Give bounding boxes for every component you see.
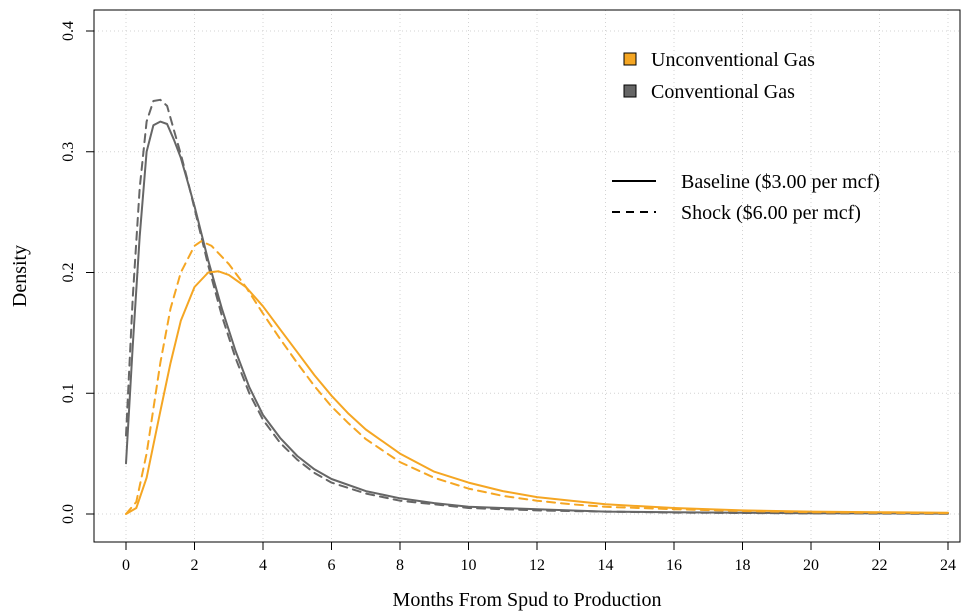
x-tick-label: 8 — [396, 557, 404, 574]
y-tick-label: 0.3 — [60, 142, 77, 162]
x-tick-label: 14 — [598, 557, 614, 574]
x-tick-label: 2 — [191, 557, 199, 574]
y-tick-label: 0.4 — [60, 21, 77, 41]
legend-label-baseline: Baseline ($3.00 per mcf) — [681, 171, 880, 193]
x-tick-label: 4 — [259, 557, 267, 574]
legend-label-conventional: Conventional Gas — [651, 81, 795, 103]
y-tick-label: 0.1 — [60, 383, 77, 403]
x-tick-label: 0 — [122, 557, 130, 574]
x-tick-label: 10 — [461, 557, 477, 574]
legend-swatch-unconventional — [623, 52, 637, 66]
x-axis: 0 2 4 6 8 10 12 14 16 18 20 22 24 — [122, 542, 956, 574]
legend-label-shock: Shock ($6.00 per mcf) — [681, 202, 861, 224]
x-tick-label: 20 — [803, 557, 819, 574]
plot-frame — [93, 9, 961, 543]
y-tick-label: 0.2 — [60, 263, 77, 283]
x-axis-title: Months From Spud to Production — [393, 589, 662, 611]
x-tick-label: 18 — [735, 557, 751, 574]
y-tick-label: 0.0 — [60, 504, 77, 524]
x-tick-label: 24 — [940, 557, 956, 574]
legend: Unconventional Gas Conventional Gas Base… — [612, 49, 880, 224]
y-axis-title: Density — [9, 245, 31, 307]
series-line-conventional-gas-dashed — [125, 98, 949, 515]
series-line-unconventional-gas-dashed — [125, 240, 949, 515]
x-tick-label: 22 — [872, 557, 888, 574]
grid-lines — [94, 10, 960, 542]
series-lines — [125, 98, 949, 515]
series-line-unconventional-gas-solid — [125, 270, 949, 515]
y-axis: 0.0 0.1 0.2 0.3 0.4 — [60, 21, 94, 524]
legend-label-unconventional: Unconventional Gas — [651, 49, 815, 71]
x-tick-label: 12 — [529, 557, 545, 574]
x-tick-label: 6 — [328, 557, 336, 574]
x-tick-label: 16 — [666, 557, 682, 574]
legend-swatch-conventional — [623, 84, 637, 98]
